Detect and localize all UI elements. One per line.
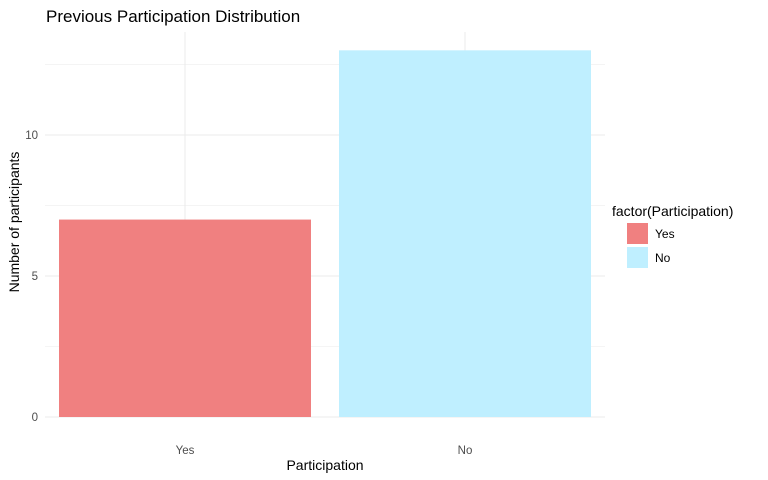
- x-tick-label: No: [458, 445, 473, 457]
- legend-title: factor(Participation): [612, 203, 733, 219]
- bar-yes: [59, 219, 311, 417]
- legend-swatch: [627, 247, 648, 268]
- y-axis-title: Number of participants: [6, 152, 22, 293]
- legend: factor(Participation) Yes No: [612, 203, 733, 268]
- chart-title: Previous Participation Distribution: [46, 7, 300, 26]
- x-tick-labels: Yes No: [176, 445, 473, 457]
- legend-label: No: [655, 251, 671, 265]
- legend-items: Yes No: [627, 223, 675, 268]
- x-axis-title: Participation: [286, 457, 363, 473]
- legend-label: Yes: [655, 227, 675, 241]
- y-tick-label: 5: [32, 271, 38, 283]
- bars: [59, 50, 591, 417]
- y-tick-labels: 0 5 10: [25, 130, 38, 424]
- legend-swatch: [627, 223, 648, 244]
- x-tick-label: Yes: [176, 445, 195, 457]
- y-tick-label: 0: [32, 412, 38, 424]
- y-tick-label: 10: [25, 130, 38, 142]
- bar-no: [339, 50, 591, 417]
